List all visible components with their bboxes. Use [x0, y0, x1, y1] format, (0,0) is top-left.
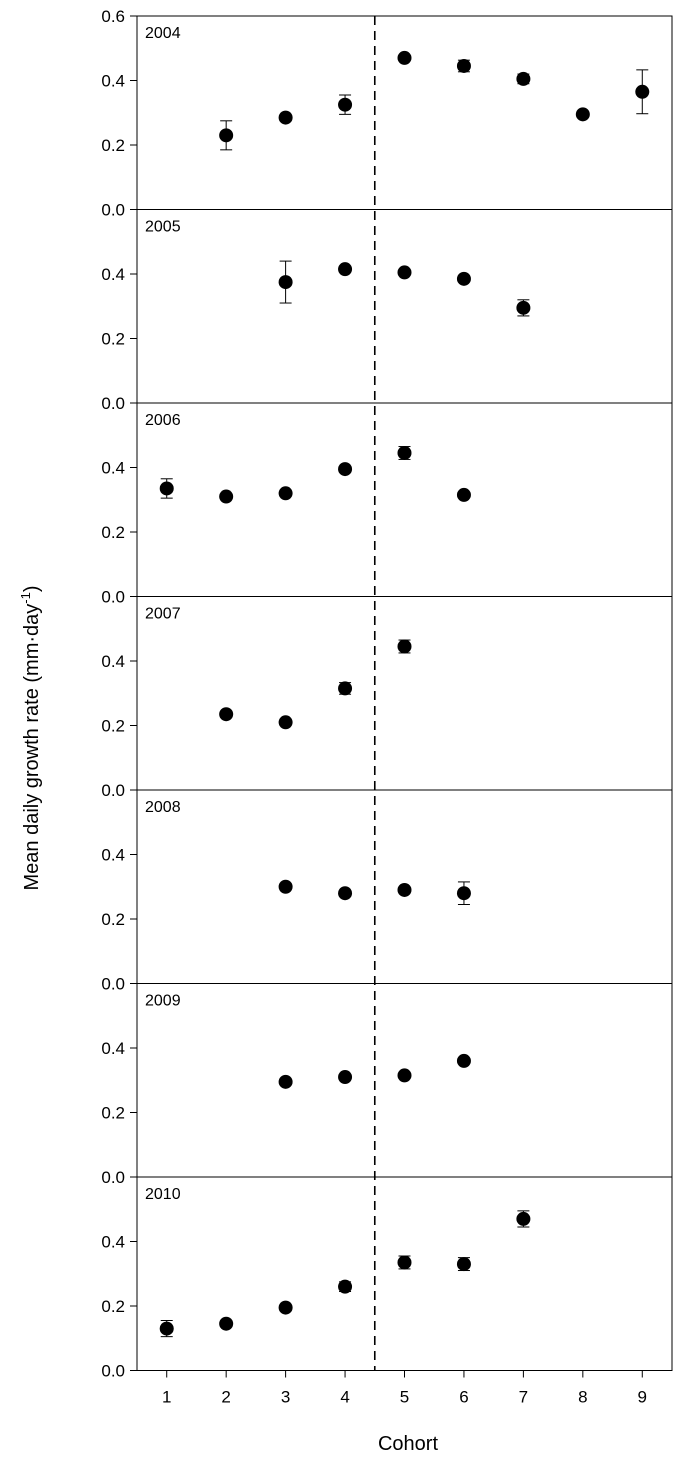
y-tick-label: 0.0 [101, 781, 125, 800]
y-tick-label: 0.4 [101, 1039, 125, 1058]
y-tick-label: 0.0 [101, 394, 125, 413]
y-tick-label: 0.2 [101, 136, 125, 155]
y-tick-label: 0.2 [101, 1104, 125, 1123]
y-tick-label: 0.4 [101, 846, 125, 865]
x-tick-label: 1 [162, 1388, 171, 1407]
panel-frame [136, 596, 673, 791]
panel-frame [136, 402, 673, 597]
y-tick-label: 0.2 [101, 330, 125, 349]
panel-2004: 2004 0.0 0.2 0.4 0.6 [101, 7, 673, 220]
data-point-2006-cohort-5 [397, 445, 412, 460]
y-axis-title-close: ) [21, 585, 43, 592]
data-point-2010-cohort-3 [278, 1300, 293, 1315]
x-tick-label: 8 [578, 1388, 587, 1407]
x-tick-label: 5 [400, 1388, 409, 1407]
data-point-2004-cohort-6 [456, 58, 471, 73]
data-point-2007-cohort-3 [278, 715, 293, 730]
data-point-2010-cohort-2 [219, 1316, 234, 1331]
data-point-2008-cohort-6 [456, 886, 471, 901]
data-point-2009-cohort-4 [338, 1070, 353, 1085]
panel-2007: 2007 0.0 0.2 0.4 [101, 596, 673, 800]
data-point-2007-cohort-5 [397, 639, 412, 654]
data-point-2009-cohort-6 [456, 1053, 471, 1068]
data-point-2005-cohort-3 [278, 275, 293, 290]
panel-2006: 2006 0.0 0.2 0.4 [101, 402, 673, 607]
data-point-2010-cohort-1 [159, 1321, 174, 1336]
x-axis: 1 2 3 4 5 6 7 8 9 [162, 1370, 647, 1407]
data-point-2010-cohort-4 [338, 1279, 353, 1294]
data-point-2004-cohort-7 [516, 71, 531, 86]
data-point-2010-cohort-6 [456, 1257, 471, 1272]
data-point-2004-cohort-5 [397, 50, 412, 65]
panel-2009: 2009 0.0 0.2 0.4 [101, 983, 673, 1187]
y-tick-label: 0.4 [101, 72, 125, 91]
panel-2010: 2010 0.0 0.2 0.4 [101, 1176, 673, 1381]
panel-2008: 2008 0.0 0.2 0.4 [101, 789, 673, 994]
data-point-2004-cohort-8 [575, 107, 590, 122]
panel-frame [136, 15, 673, 210]
panel-year-label: 2010 [145, 1186, 181, 1203]
data-point-2009-cohort-5 [397, 1068, 412, 1083]
data-point-2006-cohort-3 [278, 486, 293, 501]
y-tick-label: 0.4 [101, 652, 125, 671]
y-tick-label: 0.0 [101, 975, 125, 994]
x-tick-label: 3 [281, 1388, 290, 1407]
data-point-2005-cohort-7 [516, 300, 531, 315]
y-axis-title: Mean daily growth rate (mm·day-1) [18, 585, 43, 890]
panel-year-label: 2006 [145, 412, 181, 429]
data-point-2004-cohort-9 [635, 84, 650, 99]
panel-year-label: 2008 [145, 799, 181, 816]
panel-year-label: 2004 [145, 25, 181, 42]
data-point-2007-cohort-2 [219, 707, 234, 722]
panel-year-label: 2005 [145, 219, 181, 236]
x-tick-label: 2 [221, 1388, 230, 1407]
panel-frame [136, 1176, 673, 1371]
data-point-2004-cohort-3 [278, 110, 293, 125]
y-tick-label: 0.2 [101, 1297, 125, 1316]
x-axis-title: Cohort [378, 1433, 438, 1455]
data-point-2005-cohort-4 [338, 262, 353, 277]
y-tick-label: 0.0 [101, 588, 125, 607]
data-point-2005-cohort-5 [397, 265, 412, 280]
x-tick-label: 7 [519, 1388, 528, 1407]
y-tick-label: 0.2 [101, 523, 125, 542]
x-tick-label: 6 [459, 1388, 468, 1407]
data-point-2006-cohort-4 [338, 462, 353, 477]
data-point-2007-cohort-4 [338, 681, 353, 696]
panel-2005: 2005 0.0 0.2 0.4 [101, 209, 673, 413]
y-tick-label: 0.4 [101, 265, 125, 284]
y-tick-label: 0.0 [101, 1168, 125, 1187]
y-tick-label: 0.4 [101, 459, 125, 478]
panel-year-label: 2009 [145, 993, 181, 1010]
x-tick-label: 9 [638, 1388, 647, 1407]
y-tick-label: 0.2 [101, 910, 125, 929]
y-tick-label: 0.0 [101, 201, 125, 220]
y-axis-title-main: Mean daily growth rate (mm·day [21, 604, 43, 891]
panel-year-label: 2007 [145, 606, 181, 623]
data-point-2008-cohort-5 [397, 882, 412, 897]
data-point-2006-cohort-1 [159, 481, 174, 496]
data-point-2006-cohort-6 [456, 487, 471, 502]
data-point-2004-cohort-4 [338, 97, 353, 112]
chart-panels: 2004 0.0 0.2 0.4 0.6 2005 0.0 0.2 0.4 2006 0.0 0.2 0… [101, 7, 673, 1381]
panel-frame [136, 209, 673, 404]
data-point-2009-cohort-3 [278, 1074, 293, 1089]
data-point-2006-cohort-2 [219, 489, 234, 504]
data-point-2008-cohort-3 [278, 879, 293, 894]
data-point-2005-cohort-6 [456, 271, 471, 286]
y-tick-label: 0.0 [101, 1362, 125, 1381]
y-tick-label: 0.2 [101, 717, 125, 736]
data-point-2004-cohort-2 [219, 128, 234, 143]
data-point-2010-cohort-5 [397, 1255, 412, 1270]
y-axis-title-superscript: -1 [18, 592, 33, 604]
x-tick-label: 4 [340, 1388, 349, 1407]
y-tick-label: 0.6 [101, 7, 125, 26]
data-point-2010-cohort-7 [516, 1211, 531, 1226]
data-point-2008-cohort-4 [338, 886, 353, 901]
y-tick-label: 0.4 [101, 1233, 125, 1252]
